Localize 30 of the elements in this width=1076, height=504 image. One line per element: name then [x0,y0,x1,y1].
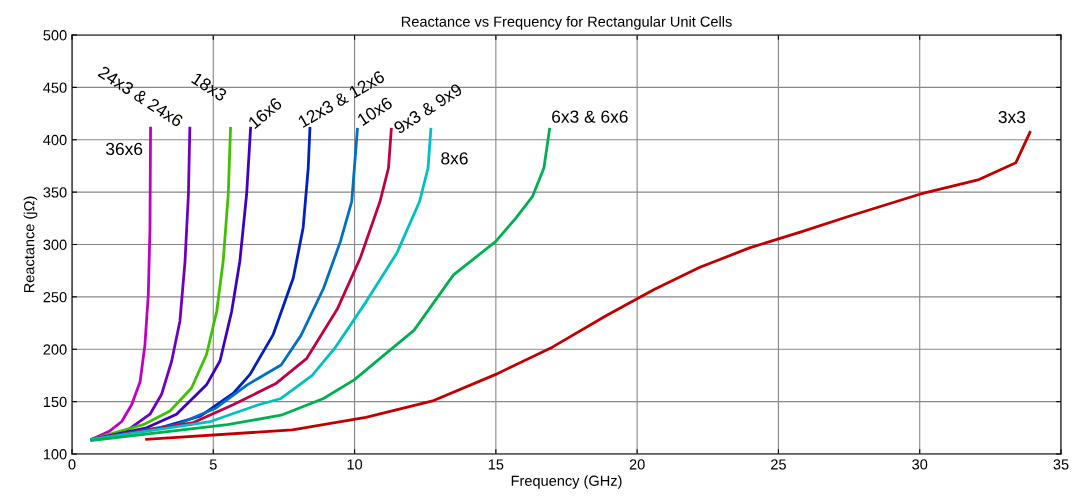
annotation: 6x3 & 6x6 [552,110,628,123]
annotation: 10x6 [356,96,394,127]
y-tick-label: 500 [43,30,67,41]
chart-title: Reactance vs Frequency for Rectangular Unit Cells [401,16,732,30]
y-tick-label: 400 [43,134,67,146]
x-tick-label: 35 [1053,459,1069,470]
y-axis-title: Reactance (jΩ) [23,196,38,293]
x-tick-label: 15 [488,459,504,470]
y-tick-label: 200 [43,344,67,355]
y-tick-label: 150 [43,396,67,408]
y-tick-label: 100 [43,449,67,460]
annotation: 18x3 [191,72,228,102]
annotation: 24x3 & 24x6 [97,65,184,128]
y-tick-label: 250 [43,291,67,303]
y-tick-label: 450 [43,82,67,93]
line-series [90,126,152,441]
x-tick-label: 5 [209,459,217,470]
y-tick-label: 350 [43,187,67,198]
x-axis-title: Frequency (GHz) [511,475,622,489]
y-tick-label: 300 [43,239,67,250]
x-tick-label: 10 [347,459,363,470]
x-tick-label: 30 [912,459,928,470]
annotation: 9x3 & 9x9 [392,82,464,135]
annotation: 36x6 [106,142,143,156]
annotation: 8x6 [441,152,468,165]
annotation: 3x3 [998,110,1026,124]
x-tick-label: 0 [68,459,76,470]
x-tick-label: 20 [629,459,645,470]
x-tick-label: 25 [771,459,786,470]
line-series [145,131,1032,441]
